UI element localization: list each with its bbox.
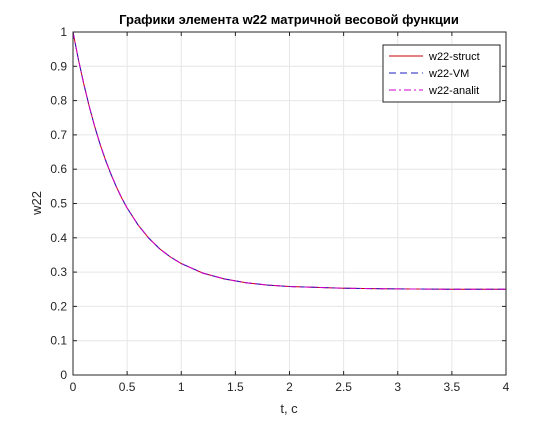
x-tick-label: 4 [503, 380, 510, 394]
y-tick-label: 0 [60, 368, 67, 382]
x-axis-label: t, c [280, 401, 298, 416]
y-tick-label: 1 [60, 25, 67, 39]
y-tick-label: 0.2 [50, 299, 67, 313]
legend-entry-label: w22-VM [428, 68, 469, 80]
y-axis-label: w22 [29, 191, 44, 216]
y-tick-label: 0.5 [50, 197, 67, 211]
legend: w22-struct w22-VM w22-analit [382, 44, 501, 103]
y-tick-label: 0.9 [50, 59, 67, 73]
legend-entry-label: w22-analit [428, 85, 479, 97]
x-tick-label: 3.5 [444, 380, 461, 394]
x-tick-label: 1.5 [227, 380, 244, 394]
y-tick-label: 0.3 [50, 265, 67, 279]
series-line-w22-analit [72, 31, 506, 290]
x-tick-label: 0 [70, 380, 77, 394]
y-tick-label: 0.8 [50, 94, 67, 108]
x-tick-label: 0.5 [119, 380, 136, 394]
x-tick-label: 2 [286, 380, 293, 394]
y-tick-label: 0.4 [50, 231, 67, 245]
chart-title: Графики элемента w22 матричной весовой ф… [119, 12, 459, 27]
tick-labels: 0 0.5 1 1.5 2 2.5 3 3.5 4 0 0.1 0.2 0.3 0.4 0.5 0.6 0.7 0… [50, 25, 509, 394]
legend-entry-label: w22-struct [428, 51, 480, 63]
grid-lines [72, 31, 507, 376]
x-tick-label: 2.5 [335, 380, 352, 394]
y-tick-label: 0.7 [50, 128, 67, 142]
tick-marks [72, 31, 507, 376]
y-tick-label: 0.1 [50, 334, 67, 348]
x-tick-label: 1 [178, 380, 185, 394]
x-tick-label: 3 [394, 380, 401, 394]
y-tick-label: 0.6 [50, 162, 67, 176]
